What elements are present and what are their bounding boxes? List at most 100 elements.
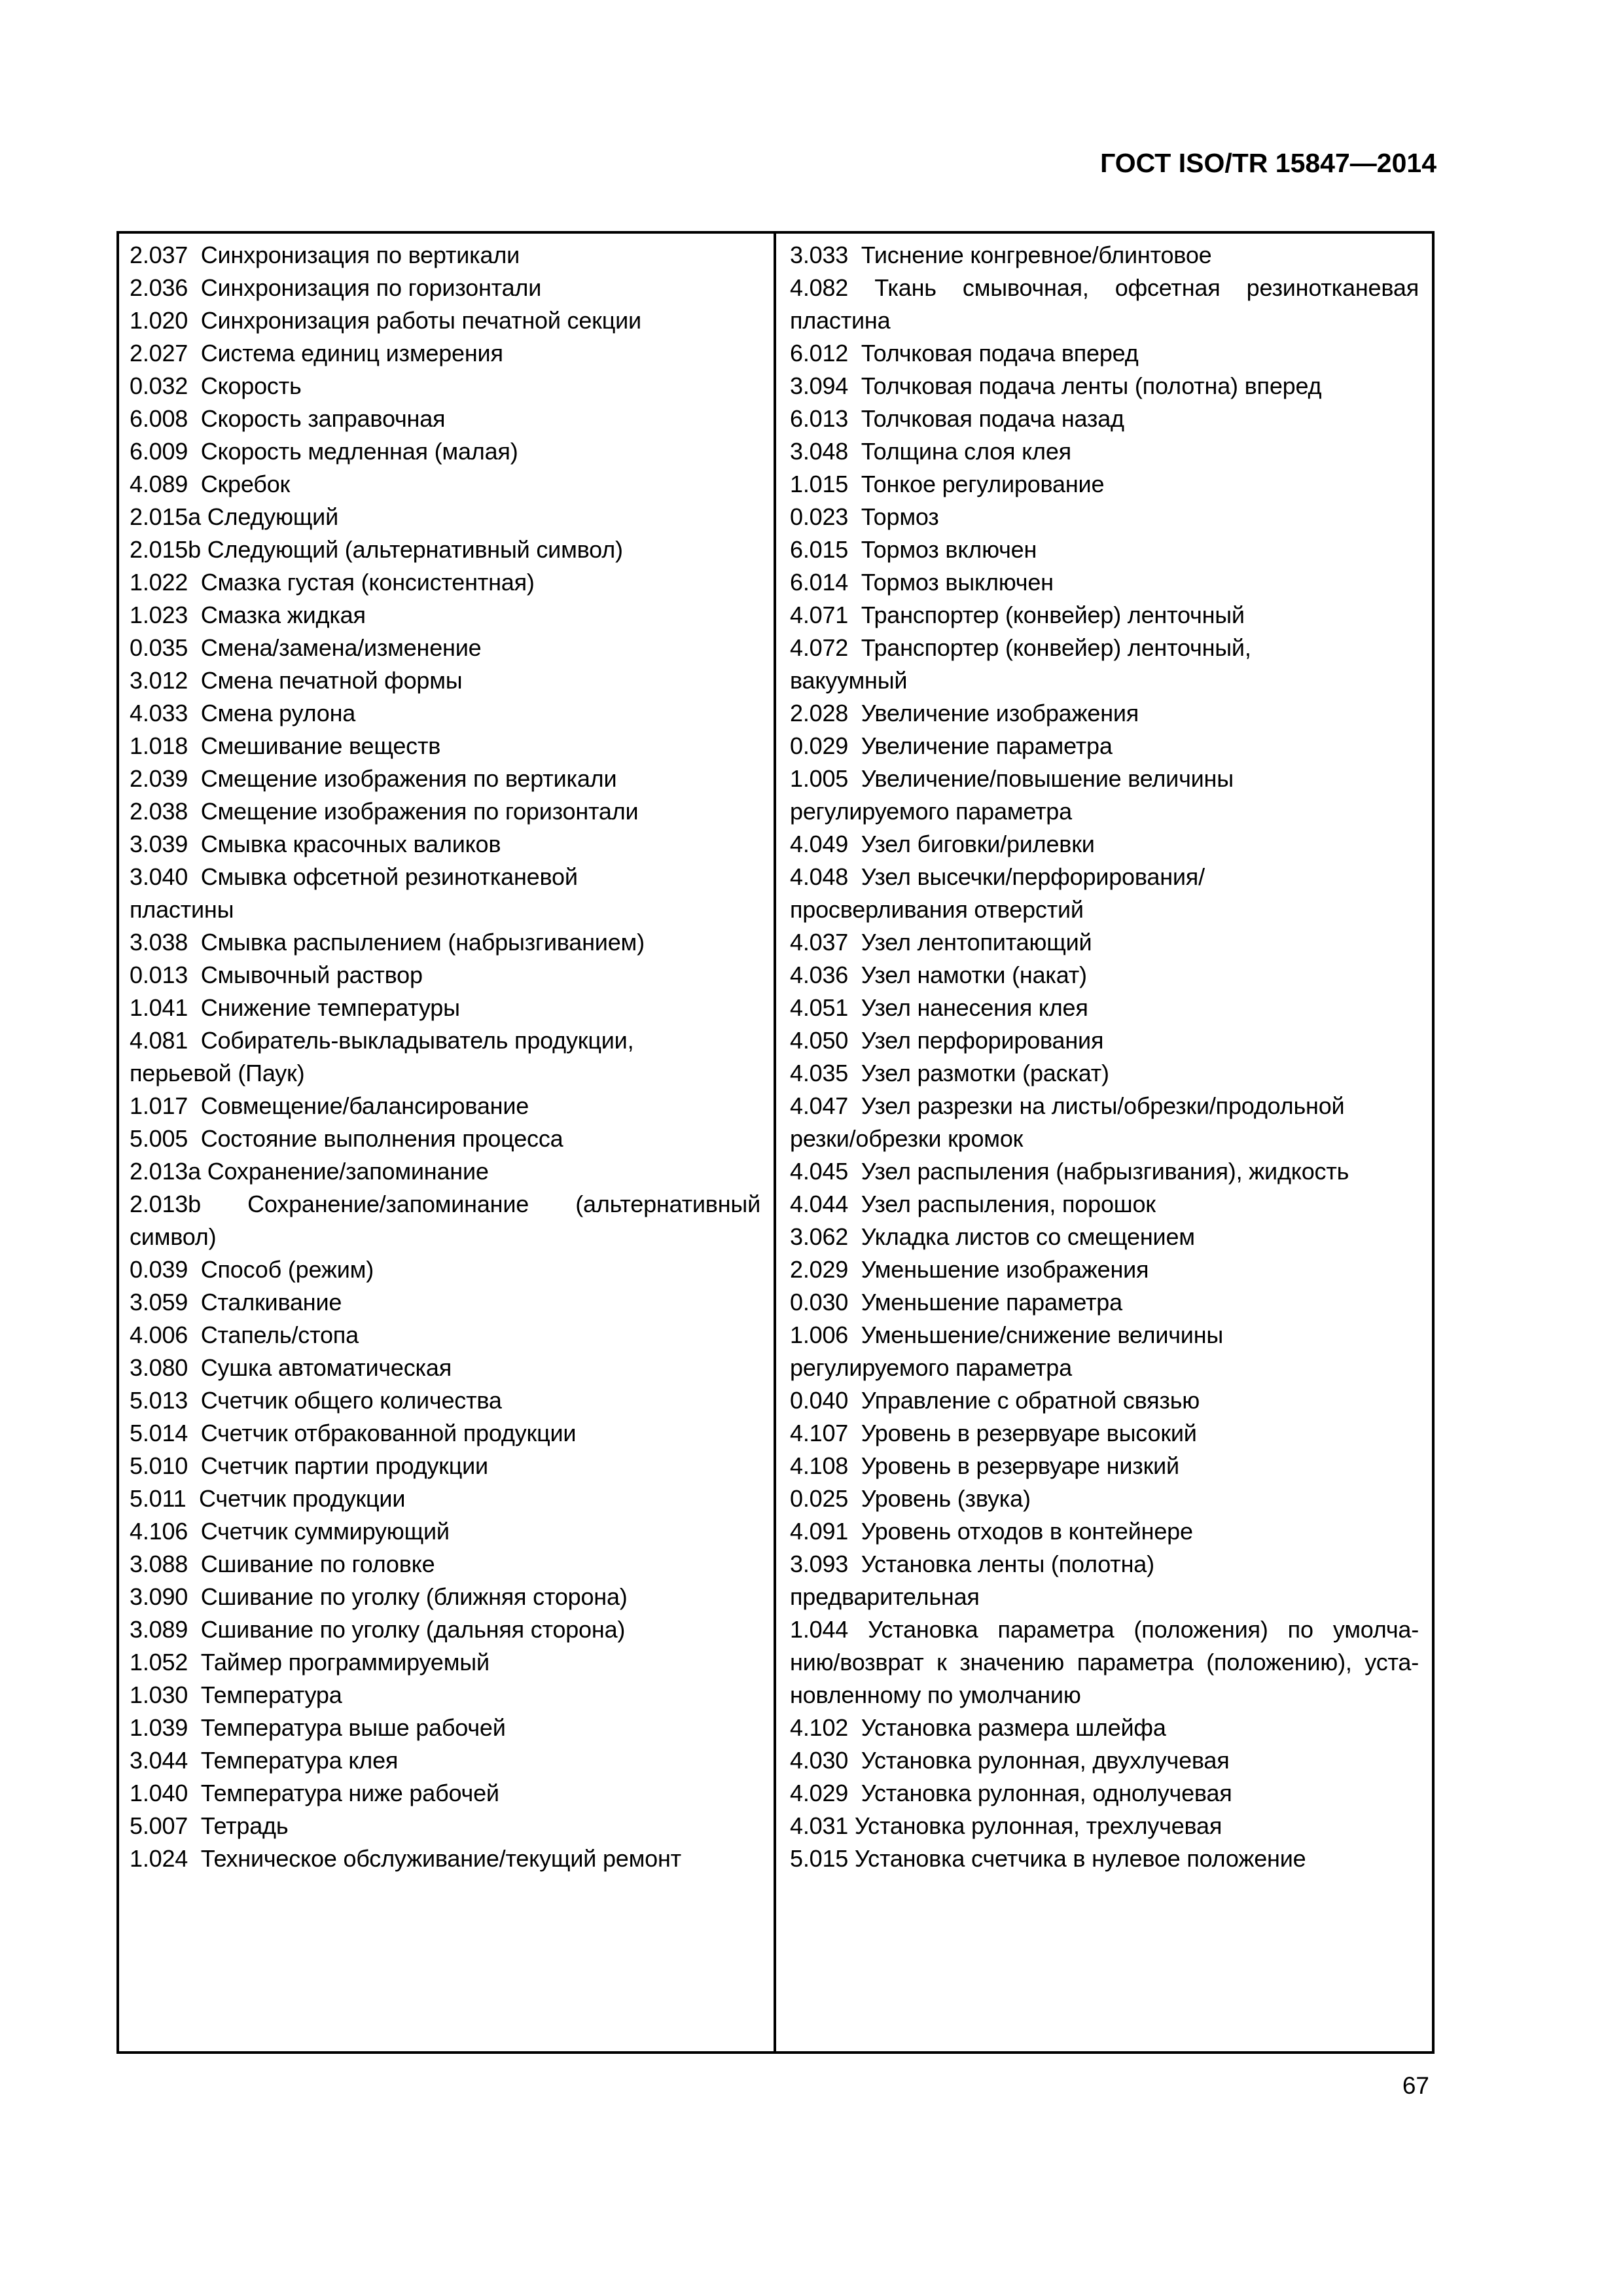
term-line: 4.044 Узел распыления, порошок	[790, 1191, 1156, 1217]
term-line: 3.039 Смывка красочных валиков	[130, 831, 501, 857]
term-line: 1.023 Смазка жидкая	[130, 601, 366, 628]
term-line: просверливания отверстий	[790, 896, 1084, 923]
term-line: 2.013a Сохранение/запоминание	[130, 1158, 489, 1185]
term-line: 0.013 Смывочный раствор	[130, 961, 423, 988]
table-column-left: 2.037 Синхронизация по вертикали 2.036 Си…	[119, 234, 776, 2051]
term-line: 4.030 Установка рулонная, двухлучевая	[790, 1747, 1230, 1774]
term-line: 4.081 Собиратель-выкладыватель продукции…	[130, 1027, 634, 1054]
term-line: 6.008 Скорость заправочная	[130, 405, 446, 432]
term-line: 3.044 Температура клея	[130, 1747, 399, 1774]
term-line: 0.039 Способ (режим)	[130, 1256, 374, 1283]
term-line: 3.090 Сшивание по уголку (ближняя сторон…	[130, 1583, 628, 1610]
term-line: 4.047 Узел разрезки на листы/обрезки/про…	[790, 1092, 1345, 1119]
term-line: символ)	[130, 1223, 217, 1250]
term-line: 4.051 Узел нанесения клея	[790, 994, 1088, 1021]
term-line: новленному по умолчанию	[790, 1681, 1081, 1708]
term-line: 4.089 Скребок	[130, 471, 291, 497]
term-line: пластины	[130, 896, 234, 923]
term-line: 2.039 Смещение изображения по вертикали	[130, 765, 617, 792]
term-line: 2.015a Следующий	[130, 503, 338, 530]
term-line: 6.013 Толчковая подача назад	[790, 405, 1124, 432]
term-line: 0.035 Смена/замена/изменение	[130, 634, 482, 661]
term-line: 4.006 Стапель/стопа	[130, 1321, 359, 1348]
term-line: 4.050 Узел перфорирования	[790, 1027, 1104, 1054]
term-line: 0.025 Уровень (звука)	[790, 1485, 1031, 1512]
term-line: резки/обрезки кромок	[790, 1125, 1024, 1152]
term-line: 1.030 Температура	[130, 1681, 342, 1708]
term-line: 4.106 Счетчик суммирующий	[130, 1518, 450, 1545]
term-line: 0.040 Управление с обратной связью	[790, 1387, 1200, 1414]
term-line: 0.030 Уменьшение параметра	[790, 1289, 1122, 1316]
term-line: 3.094 Толчковая подача ленты (полотна) в…	[790, 372, 1322, 399]
term-line: 4.108 Уровень в резервуаре низкий	[790, 1452, 1179, 1479]
page-number: 67	[1402, 2072, 1429, 2099]
term-line: 4.072 Транспортер (конвейер) ленточный,	[790, 634, 1251, 661]
term-line: 4.071 Транспортер (конвейер) ленточный	[790, 601, 1245, 628]
document-header: ГОСТ ISO/TR 15847—2014	[1100, 148, 1436, 178]
term-line: 2.037 Синхронизация по вертикали	[130, 242, 520, 268]
term-line: 5.013 Счетчик общего количества	[130, 1387, 502, 1414]
term-line: предварительная	[790, 1583, 980, 1610]
term-line: 2.029 Уменьшение изображения	[790, 1256, 1149, 1283]
term-line: 4.035 Узел размотки (раскат)	[790, 1060, 1109, 1086]
term-line: 2.013b Сохранение/запоминание (альтернат…	[130, 1191, 760, 1217]
term-line: 6.009 Скорость медленная (малая)	[130, 438, 518, 465]
term-line: 3.080 Сушка автоматическая	[130, 1354, 452, 1381]
term-line: 3.093 Установка ленты (полотна)	[790, 1551, 1154, 1577]
term-line: 3.088 Сшивание по головке	[130, 1551, 435, 1577]
term-line: нию/возврат к значению параметра (положе…	[790, 1649, 1419, 1676]
term-line: 4.049 Узел биговки/рилевки	[790, 831, 1095, 857]
term-line: 2.038 Смещение изображения по горизонтал…	[130, 798, 639, 825]
term-line: 1.005 Увеличение/повышение величины	[790, 765, 1234, 792]
term-line: 1.006 Уменьшение/снижение величины	[790, 1321, 1224, 1348]
term-line: 1.022 Смазка густая (консистентная)	[130, 569, 535, 596]
term-line: 4.029 Установка рулонная, однолучевая	[790, 1780, 1232, 1806]
term-line: 2.036 Синхронизация по горизонтали	[130, 274, 542, 301]
term-line: вакуумный	[790, 667, 908, 694]
term-line: 1.052 Таймер программируемый	[130, 1649, 490, 1676]
term-line: 5.011 Счетчик продукции	[130, 1485, 406, 1512]
table-column-right: 3.033 Тиснение конгревное/блинтовое 4.082…	[776, 234, 1432, 2051]
term-line: 4.048 Узел высечки/перфорирования/	[790, 863, 1205, 890]
term-line: 1.039 Температура выше рабочей	[130, 1714, 506, 1741]
term-line: 4.102 Установка размера шлейфа	[790, 1714, 1166, 1741]
term-line: 0.023 Тормоз	[790, 503, 939, 530]
term-line: 2.027 Система единиц измерения	[130, 340, 503, 367]
term-line: 2.015b Следующий (альтернативный символ)	[130, 536, 623, 563]
term-line: 2.028 Увеличение изображения	[790, 700, 1139, 726]
term-line: 1.024 Техническое обслуживание/текущий р…	[130, 1845, 681, 1872]
term-line: регулируемого параметра	[790, 798, 1072, 825]
term-line: 4.037 Узел лентопитающий	[790, 929, 1092, 956]
term-line: 3.033 Тиснение конгревное/блинтовое	[790, 242, 1212, 268]
term-line: 5.010 Счетчик партии продукции	[130, 1452, 488, 1479]
term-line: 0.029 Увеличение параметра	[790, 732, 1113, 759]
term-line: перьевой (Паук)	[130, 1060, 305, 1086]
term-line: 5.007 Тетрадь	[130, 1812, 289, 1839]
term-line: 4.107 Уровень в резервуаре высокий	[790, 1420, 1197, 1446]
term-line: пластина	[790, 307, 891, 334]
term-line: 3.012 Смена печатной формы	[130, 667, 463, 694]
term-line: 4.031 Установка рулонная, трехлучевая	[790, 1812, 1222, 1839]
term-line: 3.089 Сшивание по уголку (дальняя сторон…	[130, 1616, 626, 1643]
term-line: 6.015 Тормоз включен	[790, 536, 1037, 563]
term-line: 3.040 Смывка офсетной резинотканевой	[130, 863, 578, 890]
term-line: 1.044 Установка параметра (положения) по…	[790, 1616, 1419, 1643]
term-line: 6.012 Толчковая подача вперед	[790, 340, 1139, 367]
term-line: 1.017 Совмещение/балансирование	[130, 1092, 529, 1119]
term-line: 4.033 Смена рулона	[130, 700, 356, 726]
term-line: 0.032 Скорость	[130, 372, 302, 399]
term-line: 1.041 Снижение температуры	[130, 994, 460, 1021]
term-line: 3.048 Толщина слоя клея	[790, 438, 1071, 465]
term-line: 5.005 Состояние выполнения процесса	[130, 1125, 563, 1152]
term-line: 5.015 Установка счетчика в нулевое полож…	[790, 1845, 1306, 1872]
term-line: 4.091 Уровень отходов в контейнере	[790, 1518, 1193, 1545]
term-line: 3.062 Укладка листов со смещением	[790, 1223, 1195, 1250]
term-line: 1.018 Смешивание веществ	[130, 732, 441, 759]
term-line: регулируемого параметра	[790, 1354, 1072, 1381]
term-line: 4.036 Узел намотки (накат)	[790, 961, 1087, 988]
term-line: 4.045 Узел распыления (набрызгивания), ж…	[790, 1158, 1349, 1185]
terms-table: 2.037 Синхронизация по вертикали 2.036 Си…	[116, 231, 1435, 2054]
term-line: 3.059 Сталкивание	[130, 1289, 342, 1316]
term-line: 1.015 Тонкое регулирование	[790, 471, 1105, 497]
term-line: 6.014 Тормоз выключен	[790, 569, 1054, 596]
